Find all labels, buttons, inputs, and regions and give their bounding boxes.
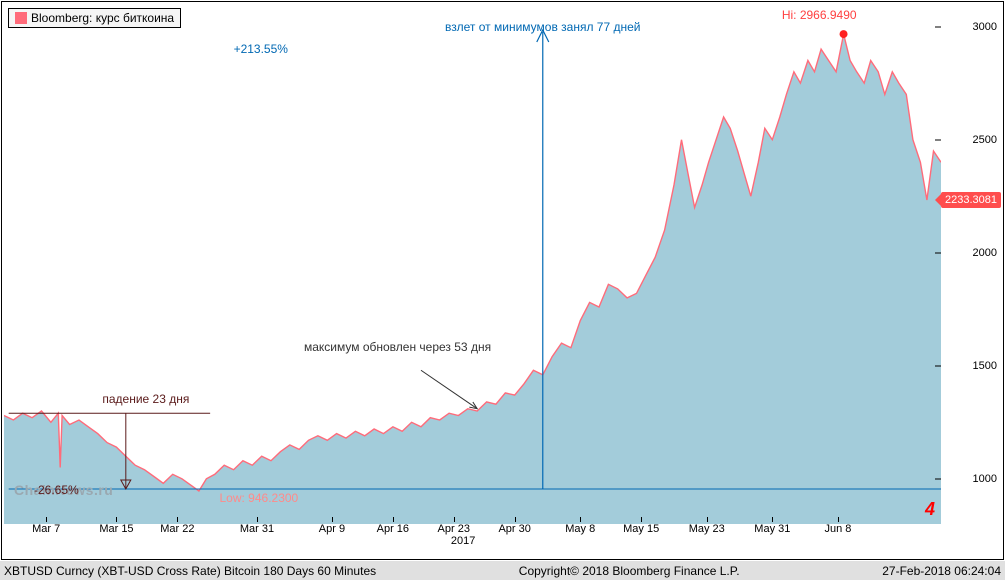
chart-frame: Bloomberg: курс биткоина ChainNews.ru 4 … (1, 1, 1004, 560)
y-tick-label: 3000 (973, 21, 997, 33)
plot-area[interactable]: ChainNews.ru 4 взлет от минимумов занял … (4, 4, 941, 524)
x-tick-label: Mar 15 (99, 523, 133, 535)
x-tick-label: Apr 23 (438, 523, 470, 535)
x-tick-label: Jun 8 (824, 523, 851, 535)
x-tick-label: Mar 31 (240, 523, 274, 535)
hi-label: Hi: 2966.9490 (782, 8, 857, 22)
x-tick-label: Apr 16 (377, 523, 409, 535)
y-tick-label: 1000 (973, 473, 997, 485)
annotation: взлет от минимумов занял 77 дней (445, 20, 640, 34)
x-year-label: 2017 (451, 535, 475, 547)
low-label: Low: 946.2300 (220, 491, 299, 505)
x-tick-label: Apr 30 (498, 523, 530, 535)
footer-center: Copyright© 2018 Bloomberg Finance L.P. (376, 564, 882, 578)
x-tick-label: May 31 (754, 523, 790, 535)
x-tick-label: Mar 7 (32, 523, 60, 535)
x-tick-label: Apr 9 (319, 523, 345, 535)
loss-pct: -26.65% (34, 483, 79, 497)
footer-bar: XBTUSD Curncy (XBT-USD Cross Rate) Bitco… (0, 561, 1005, 580)
y-tick-label: 2500 (973, 134, 997, 146)
gain-pct: +213.55% (234, 42, 288, 56)
y-axis: 1000 1500 2000 2500 3000 (941, 4, 1001, 524)
footer-left: XBTUSD Curncy (XBT-USD Cross Rate) Bitco… (4, 564, 376, 578)
corner-number: 4 (925, 499, 935, 520)
x-tick-label: May 23 (689, 523, 725, 535)
x-tick-label: May 15 (623, 523, 659, 535)
x-tick-label: May 8 (565, 523, 595, 535)
y-tick-label: 2000 (973, 247, 997, 259)
y-tick-label: 1500 (973, 360, 997, 372)
mid-label: максимум обновлен через 53 дня (304, 340, 491, 354)
last-price-tag: 2233.3081 (941, 192, 1001, 208)
fall-label: падение 23 дня (102, 392, 189, 406)
x-axis: Mar 7 Mar 15 Mar 22 Mar 31 Apr 9 Apr 16 Apr 23… (4, 521, 941, 543)
chart-svg (4, 4, 941, 524)
footer-right: 27-Feb-2018 06:24:04 (882, 564, 1001, 578)
x-tick-label: Mar 22 (160, 523, 194, 535)
